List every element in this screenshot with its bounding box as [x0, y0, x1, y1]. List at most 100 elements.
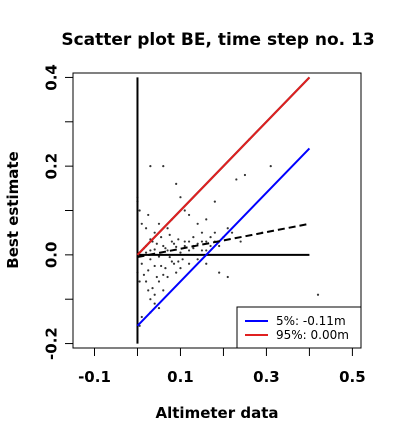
data-point [157, 255, 161, 258]
data-point [192, 236, 195, 239]
data-point [316, 293, 320, 296]
data-point [183, 209, 186, 212]
data-point [142, 273, 146, 276]
data-point [181, 258, 184, 261]
data-point [200, 240, 204, 243]
data-point [269, 165, 272, 168]
data-point [175, 182, 178, 185]
data-point [170, 240, 173, 243]
chart-lines [136, 76, 311, 344]
data-point [209, 236, 212, 239]
data-point [205, 249, 208, 252]
data-point [196, 222, 199, 225]
data-point [162, 289, 165, 292]
y-tick-label: -0.2 [43, 327, 61, 360]
data-point [153, 264, 156, 268]
data-point [179, 251, 182, 254]
data-point [179, 196, 182, 199]
data-point [144, 251, 148, 254]
data-point [147, 269, 150, 272]
data-point [151, 287, 154, 290]
data-point [153, 248, 156, 251]
data-point [213, 200, 216, 203]
data-point [144, 227, 148, 230]
data-point [175, 245, 178, 248]
line-regression [137, 222, 310, 259]
data-point [209, 244, 212, 248]
data-point [164, 247, 167, 250]
data-point [155, 242, 158, 245]
data-point [226, 227, 229, 230]
x-tick-label: 0.3 [253, 368, 280, 386]
data-point [166, 227, 169, 230]
data-point [172, 262, 176, 265]
data-point [157, 280, 161, 283]
data-point [177, 238, 180, 241]
data-point [239, 240, 242, 243]
legend-label: 5%: -0.11m [276, 314, 346, 328]
data-point [155, 275, 158, 279]
data-point [153, 302, 156, 305]
data-point [140, 262, 143, 265]
x-axis-label: Altimeter data [156, 404, 279, 422]
data-point [164, 267, 167, 270]
data-point [183, 240, 186, 243]
data-point [166, 249, 169, 252]
data-point [147, 289, 150, 292]
data-point [160, 236, 163, 239]
data-point [187, 240, 191, 243]
data-point [200, 231, 204, 234]
data-point [138, 280, 141, 283]
data-point [187, 262, 191, 265]
data-point [205, 218, 208, 221]
data-point [192, 247, 195, 250]
data-point [168, 233, 171, 236]
x-tick-label: -0.1 [78, 368, 111, 386]
scatter-points [136, 138, 320, 327]
data-point [149, 249, 152, 252]
line-95% [136, 76, 311, 256]
data-point [166, 275, 169, 279]
x-tick-label: 0.5 [339, 368, 366, 386]
data-point [218, 271, 221, 274]
data-point [187, 249, 191, 252]
data-point [162, 165, 165, 168]
data-point [147, 213, 150, 217]
data-point [149, 298, 152, 301]
data-point [183, 244, 186, 248]
data-point [144, 280, 148, 283]
data-point [196, 258, 199, 261]
legend-label: 95%: 0.00m [276, 328, 349, 342]
data-point [218, 244, 221, 248]
data-point [149, 165, 152, 168]
data-point [160, 264, 163, 268]
data-point [157, 306, 161, 310]
line-5% [136, 147, 311, 327]
data-point [243, 173, 247, 177]
data-point [177, 260, 180, 263]
data-point [157, 222, 161, 225]
data-point [140, 315, 143, 319]
y-tick-label: 0.2 [43, 153, 61, 180]
data-point [170, 260, 173, 263]
data-point [153, 293, 156, 296]
data-point [175, 271, 178, 274]
data-point [168, 255, 171, 259]
data-point [200, 249, 204, 252]
data-point [162, 273, 165, 276]
data-point [205, 262, 208, 265]
chart-title: Scatter plot BE, time step no. 13 [61, 30, 374, 50]
data-point [140, 222, 143, 225]
data-point [153, 231, 156, 234]
x-tick-label: 0.1 [167, 368, 194, 386]
data-point [149, 258, 152, 261]
data-point [138, 209, 141, 212]
data-point [213, 231, 216, 234]
data-point [196, 242, 199, 245]
data-point [226, 275, 229, 279]
data-point [187, 213, 191, 217]
data-point [179, 267, 182, 270]
y-tick-label: 0.4 [43, 64, 61, 91]
